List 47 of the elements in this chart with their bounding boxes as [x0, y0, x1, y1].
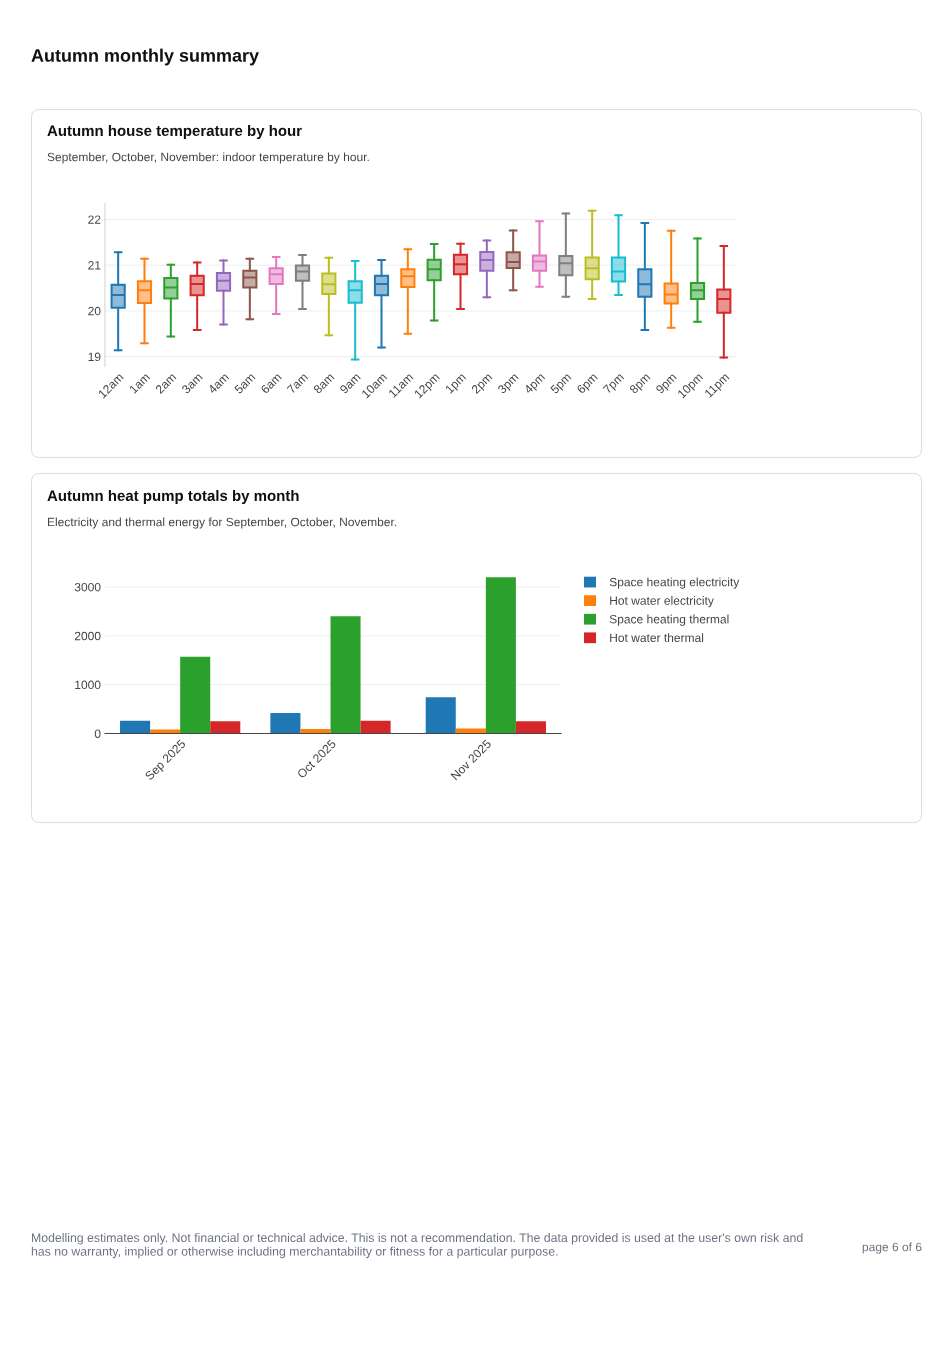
bar	[515, 721, 546, 734]
x-tick-label: 9am	[339, 372, 361, 395]
y-tick-label: 21	[88, 261, 101, 270]
y-tick-label: 22	[88, 215, 101, 224]
x-tick-label: 2am	[154, 372, 177, 395]
x-tick-label: 1am	[128, 372, 151, 394]
legend-label: Space heating electricity	[609, 577, 740, 589]
chart-title: Autumn house temperature by hour	[47, 125, 302, 139]
bar	[485, 577, 516, 734]
chart-subtitle: Electricity and thermal energy for September, October, November.	[47, 517, 397, 529]
x-tick-label: 8am	[312, 372, 335, 395]
bar	[210, 721, 241, 734]
x-tick-label: 8pm	[628, 372, 653, 396]
x-tick-label: 6am	[260, 372, 282, 395]
text: Autumn monthly summary	[31, 48, 259, 66]
text: Modelling estimates only. Not financial or technical advice. This is not a recommendation. The data provided is used at the user's own risk and has no warranty, implied or otherwise including merchantability or fitness for a particular purpose.	[31, 1233, 803, 1259]
bar	[120, 720, 151, 734]
y-tick-label: 3000	[74, 582, 101, 592]
bar	[360, 720, 391, 734]
x-tick-label: 3pm	[497, 372, 521, 396]
bar	[270, 712, 301, 734]
x-tick-label: 2pm	[470, 372, 495, 396]
legend-label: Hot water thermal	[610, 633, 704, 643]
text: page 6 of 6	[862, 1242, 922, 1254]
bar	[180, 656, 211, 734]
y-tick-label: 0	[94, 729, 101, 738]
x-tick-label: 9pm	[655, 372, 679, 396]
y-tick-label: 19	[88, 352, 101, 362]
y-tick-label: 2000	[74, 631, 101, 641]
x-tick-label: 3am	[181, 372, 203, 395]
x-tick-label: 7am	[286, 372, 309, 394]
x-tick-label: 6pm	[576, 372, 600, 396]
x-tick-label: 4pm	[523, 372, 547, 396]
bar	[330, 616, 361, 734]
y-tick-label: 1000	[75, 680, 101, 690]
chart-subtitle: September, October, November: indoor temperature by hour.	[47, 152, 369, 164]
y-tick-label: 20	[88, 306, 101, 316]
legend-label: Space heating thermal	[609, 614, 729, 626]
legend-label: Hot water electricity	[610, 596, 714, 608]
x-tick-label: 1pm	[444, 372, 468, 396]
x-tick-label: 7pm	[602, 372, 626, 396]
bar	[425, 697, 456, 734]
x-tick-label: 5am	[233, 372, 256, 395]
bar	[300, 729, 331, 734]
x-tick-label: 5pm	[549, 372, 574, 396]
chart-title: Autumn heat pump totals by month	[47, 490, 299, 504]
x-tick-label: 4am	[207, 372, 230, 395]
